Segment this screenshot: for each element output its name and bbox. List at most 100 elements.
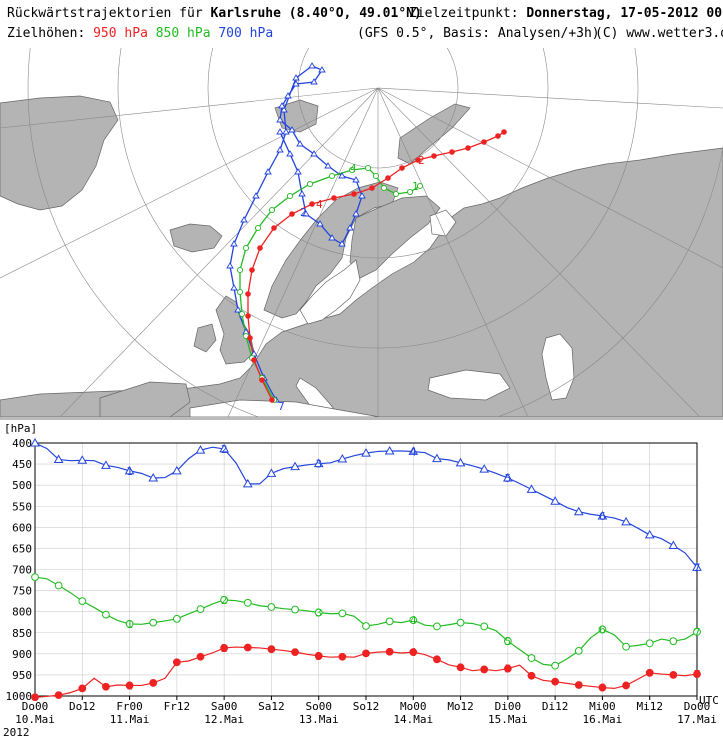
trajectory-point (280, 106, 288, 113)
trajectory-markers (226, 62, 507, 404)
trajectory-point (481, 139, 487, 145)
trajectory-point (292, 80, 300, 87)
series-point (526, 484, 537, 493)
trajectory-point (286, 192, 294, 200)
y-tick-label: 1000 (6, 690, 33, 703)
meridian (59, 87, 379, 417)
trajectory-point (316, 220, 324, 227)
trajectory-point (324, 162, 332, 169)
y-tick-label: 650 (12, 542, 32, 555)
leg-day-label: 1 (126, 465, 133, 478)
series-point (598, 625, 607, 634)
header: Rückwärtstrajektorien für Karlsruhe (8.4… (0, 0, 723, 48)
series-point (337, 454, 348, 463)
trajectory-point (247, 335, 253, 341)
sea-mediterranean (189, 399, 381, 417)
leg-day-label: 7 (694, 561, 701, 574)
target-time: Donnerstag, 17-05-2012 00 UTC (526, 6, 723, 21)
series-point (644, 529, 655, 539)
x-tick-label: Mi00 (589, 700, 616, 713)
y-tick-label: 500 (12, 479, 32, 492)
trajectory-point (284, 92, 292, 99)
series-point (622, 681, 630, 690)
series-point (384, 446, 395, 455)
trajectory-point (358, 192, 366, 199)
trajectory-point (310, 78, 318, 85)
series-point (479, 464, 490, 473)
leg-day-label: 7 (694, 626, 701, 639)
target-row: Zielzeitpunkt: Donnerstag, 17-05-2012 00… (409, 6, 723, 21)
leg-day-label: 1 (126, 679, 133, 692)
series-point (266, 468, 277, 477)
trajectory-point (282, 128, 290, 135)
x-tick-label: Do12 (69, 700, 96, 713)
trajectory-point (292, 74, 300, 81)
trajectory-point (392, 190, 400, 198)
y-axis-title: [hPa] (4, 422, 37, 435)
x-tick-label: Di12 (542, 700, 569, 713)
leg-day-label: 7 (694, 668, 701, 681)
series-point (30, 437, 40, 447)
leg-day-label: 2 (221, 594, 228, 607)
trajectory-point (245, 291, 251, 297)
leg-day-label: 3 (315, 458, 322, 471)
series-point (668, 540, 679, 549)
title-row: Rückwärtstrajektorien für Karlsruhe (8.4… (7, 6, 422, 21)
leg-day-label: 6 (599, 682, 606, 695)
series-point (124, 465, 135, 475)
land-italy (295, 377, 341, 417)
series-point (432, 453, 442, 463)
series-point (456, 618, 465, 627)
panel-separator (0, 417, 723, 420)
series-point (195, 445, 206, 454)
x-tick-label: Sa00 (211, 700, 238, 713)
series-point (455, 457, 466, 467)
series-point (31, 573, 39, 581)
x-date-label: 12.Mai (204, 713, 244, 726)
trajectory-point (380, 184, 388, 192)
trajectory-point (251, 357, 257, 363)
series-point (433, 622, 441, 631)
trajectory-point (372, 172, 380, 180)
series-point (622, 642, 630, 651)
trajectory-point (415, 157, 421, 163)
trajectory-point (296, 140, 304, 147)
series-point (550, 496, 561, 505)
leg-day-label: 6 (599, 623, 606, 636)
trajectory-point (288, 126, 296, 133)
series-point (290, 461, 300, 471)
trajectory-point (245, 313, 251, 319)
series-point (54, 691, 63, 700)
trajectory-point (338, 172, 346, 179)
series-point (242, 478, 253, 488)
series-point (409, 648, 418, 657)
y-tick-label: 900 (12, 648, 32, 661)
series-point (551, 677, 560, 686)
x-tick-label: Mi12 (636, 700, 663, 713)
series-point (527, 671, 536, 680)
series-point (78, 597, 87, 606)
meridian (377, 87, 701, 417)
trajectory-point (276, 146, 284, 153)
leg-day-label: 4 (410, 614, 417, 627)
trajectory-point (294, 168, 302, 175)
series-point (573, 506, 584, 516)
trajectory-point (495, 133, 501, 139)
series-point (385, 617, 394, 626)
x-date-label: 17.Mai (677, 713, 717, 726)
x-tick-label: Fr12 (164, 700, 191, 713)
x-tick-label: Fr00 (116, 700, 143, 713)
trajectory-point (242, 244, 250, 252)
latitude-circle (27, 48, 723, 417)
trajectory-point (352, 210, 360, 217)
series-lines: 1 2 3 4 5 6 7 1 2 3 4 5 6 7 1 2 3 4 5 6 7 (30, 437, 702, 702)
x-tick-label: Sa12 (258, 700, 285, 713)
series-point (172, 658, 181, 667)
series-point (78, 684, 87, 693)
levels-label: Zielhöhen: (7, 26, 86, 41)
series-point (172, 614, 181, 623)
year-label: 2012 (3, 726, 30, 739)
series-point (669, 671, 678, 679)
leg-day-label: 4 (410, 646, 417, 659)
meridian (0, 87, 379, 129)
